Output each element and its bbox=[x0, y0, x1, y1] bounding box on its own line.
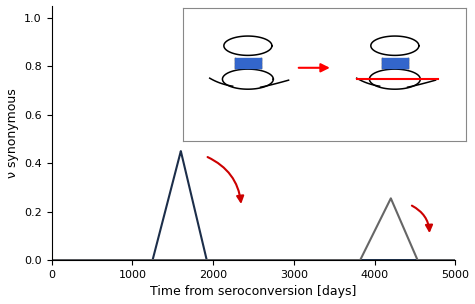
Bar bbox=[382, 58, 408, 61]
Bar bbox=[382, 62, 408, 64]
X-axis label: Time from seroconversion [days]: Time from seroconversion [days] bbox=[150, 285, 357, 299]
Bar bbox=[235, 58, 261, 61]
Bar bbox=[235, 62, 261, 64]
Y-axis label: ν synonymous: ν synonymous bbox=[6, 88, 19, 178]
Bar bbox=[382, 65, 408, 68]
Bar bbox=[235, 65, 261, 68]
